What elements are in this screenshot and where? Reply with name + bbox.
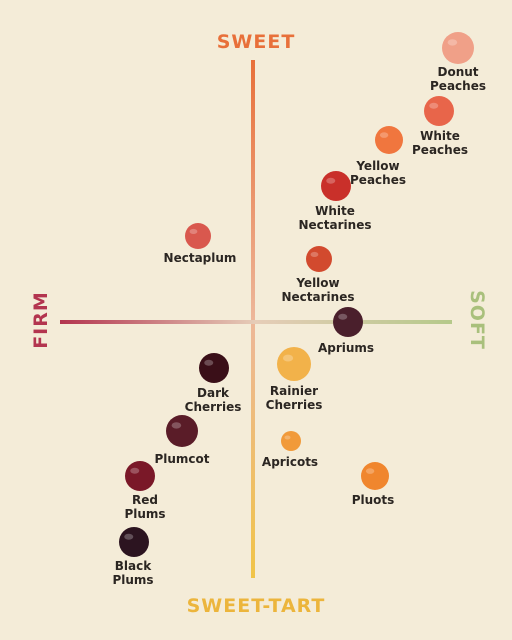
fruit-highlight (124, 533, 134, 540)
fruit-label: Plums (124, 507, 165, 521)
axis-bottom-label: SWEET-TART (187, 595, 326, 617)
fruit-label: Pluots (352, 493, 395, 507)
vertical-axis (251, 60, 255, 578)
fruit-item: Plumcot (154, 415, 210, 466)
fruit-label: Black (115, 559, 152, 573)
fruit-label: Peaches (350, 173, 406, 187)
fruit-highlight (338, 313, 348, 320)
fruit-label: Nectaplum (164, 251, 237, 265)
fruit-highlight (365, 468, 375, 474)
fruit-highlight (204, 359, 214, 366)
axis-right-label: SOFT (466, 290, 488, 350)
fruit-icon (424, 96, 454, 126)
fruit-items: DonutPeachesWhitePeachesYellowPeachesWhi… (112, 32, 486, 587)
fruit-item: Pluots (352, 462, 395, 507)
fruit-label: Nectarines (282, 290, 355, 304)
fruit-highlight (171, 422, 182, 429)
fruit-label: Red (132, 493, 158, 507)
fruit-label: Apricots (262, 455, 318, 469)
fruit-label: Yellow (355, 159, 399, 173)
fruit-highlight (447, 39, 458, 46)
fruit-label: Yellow (295, 276, 339, 290)
fruit-icon (185, 223, 211, 249)
fruit-label: Plumcot (154, 452, 209, 466)
fruit-label: Nectarines (299, 218, 372, 232)
fruit-highlight (282, 354, 294, 362)
fruit-icon (442, 32, 474, 64)
fruit-label: Apriums (318, 341, 374, 355)
fruit-highlight (310, 251, 319, 258)
fruit-label: Cherries (266, 398, 323, 412)
fruit-highlight (189, 228, 198, 235)
fruit-label: Peaches (430, 79, 486, 93)
fruit-label: Cherries (185, 400, 242, 414)
horizontal-axis (60, 320, 452, 324)
fruit-highlight (379, 132, 389, 138)
fruit-label: Plums (112, 573, 153, 587)
fruit-icon (306, 246, 332, 272)
fruit-label: Donut (437, 65, 478, 79)
fruit-highlight (429, 102, 439, 109)
axis-left-label: FIRM (30, 291, 52, 349)
fruit-label: Peaches (412, 143, 468, 157)
fruit-highlight (284, 435, 291, 440)
fruit-item: Apriums (318, 307, 374, 355)
fruit-icon (375, 126, 403, 154)
axis-top-label: SWEET (217, 31, 296, 53)
fruit-highlight (130, 467, 140, 474)
fruit-icon (333, 307, 363, 337)
fruit-icon (166, 415, 198, 447)
fruit-icon (361, 462, 389, 490)
fruit-icon (321, 171, 351, 201)
fruit-icon (281, 431, 301, 451)
fruit-highlight (326, 177, 336, 184)
fruit-icon (125, 461, 155, 491)
fruit-label: Dark (197, 386, 230, 400)
fruit-icon (277, 347, 311, 381)
fruit-label: White (420, 129, 460, 143)
fruit-item: Apricots (262, 431, 318, 469)
fruit-label: Rainier (270, 384, 318, 398)
fruit-item: Nectaplum (164, 223, 237, 265)
fruit-icon (119, 527, 149, 557)
fruit-label: White (315, 204, 355, 218)
fruit-icon (199, 353, 229, 383)
